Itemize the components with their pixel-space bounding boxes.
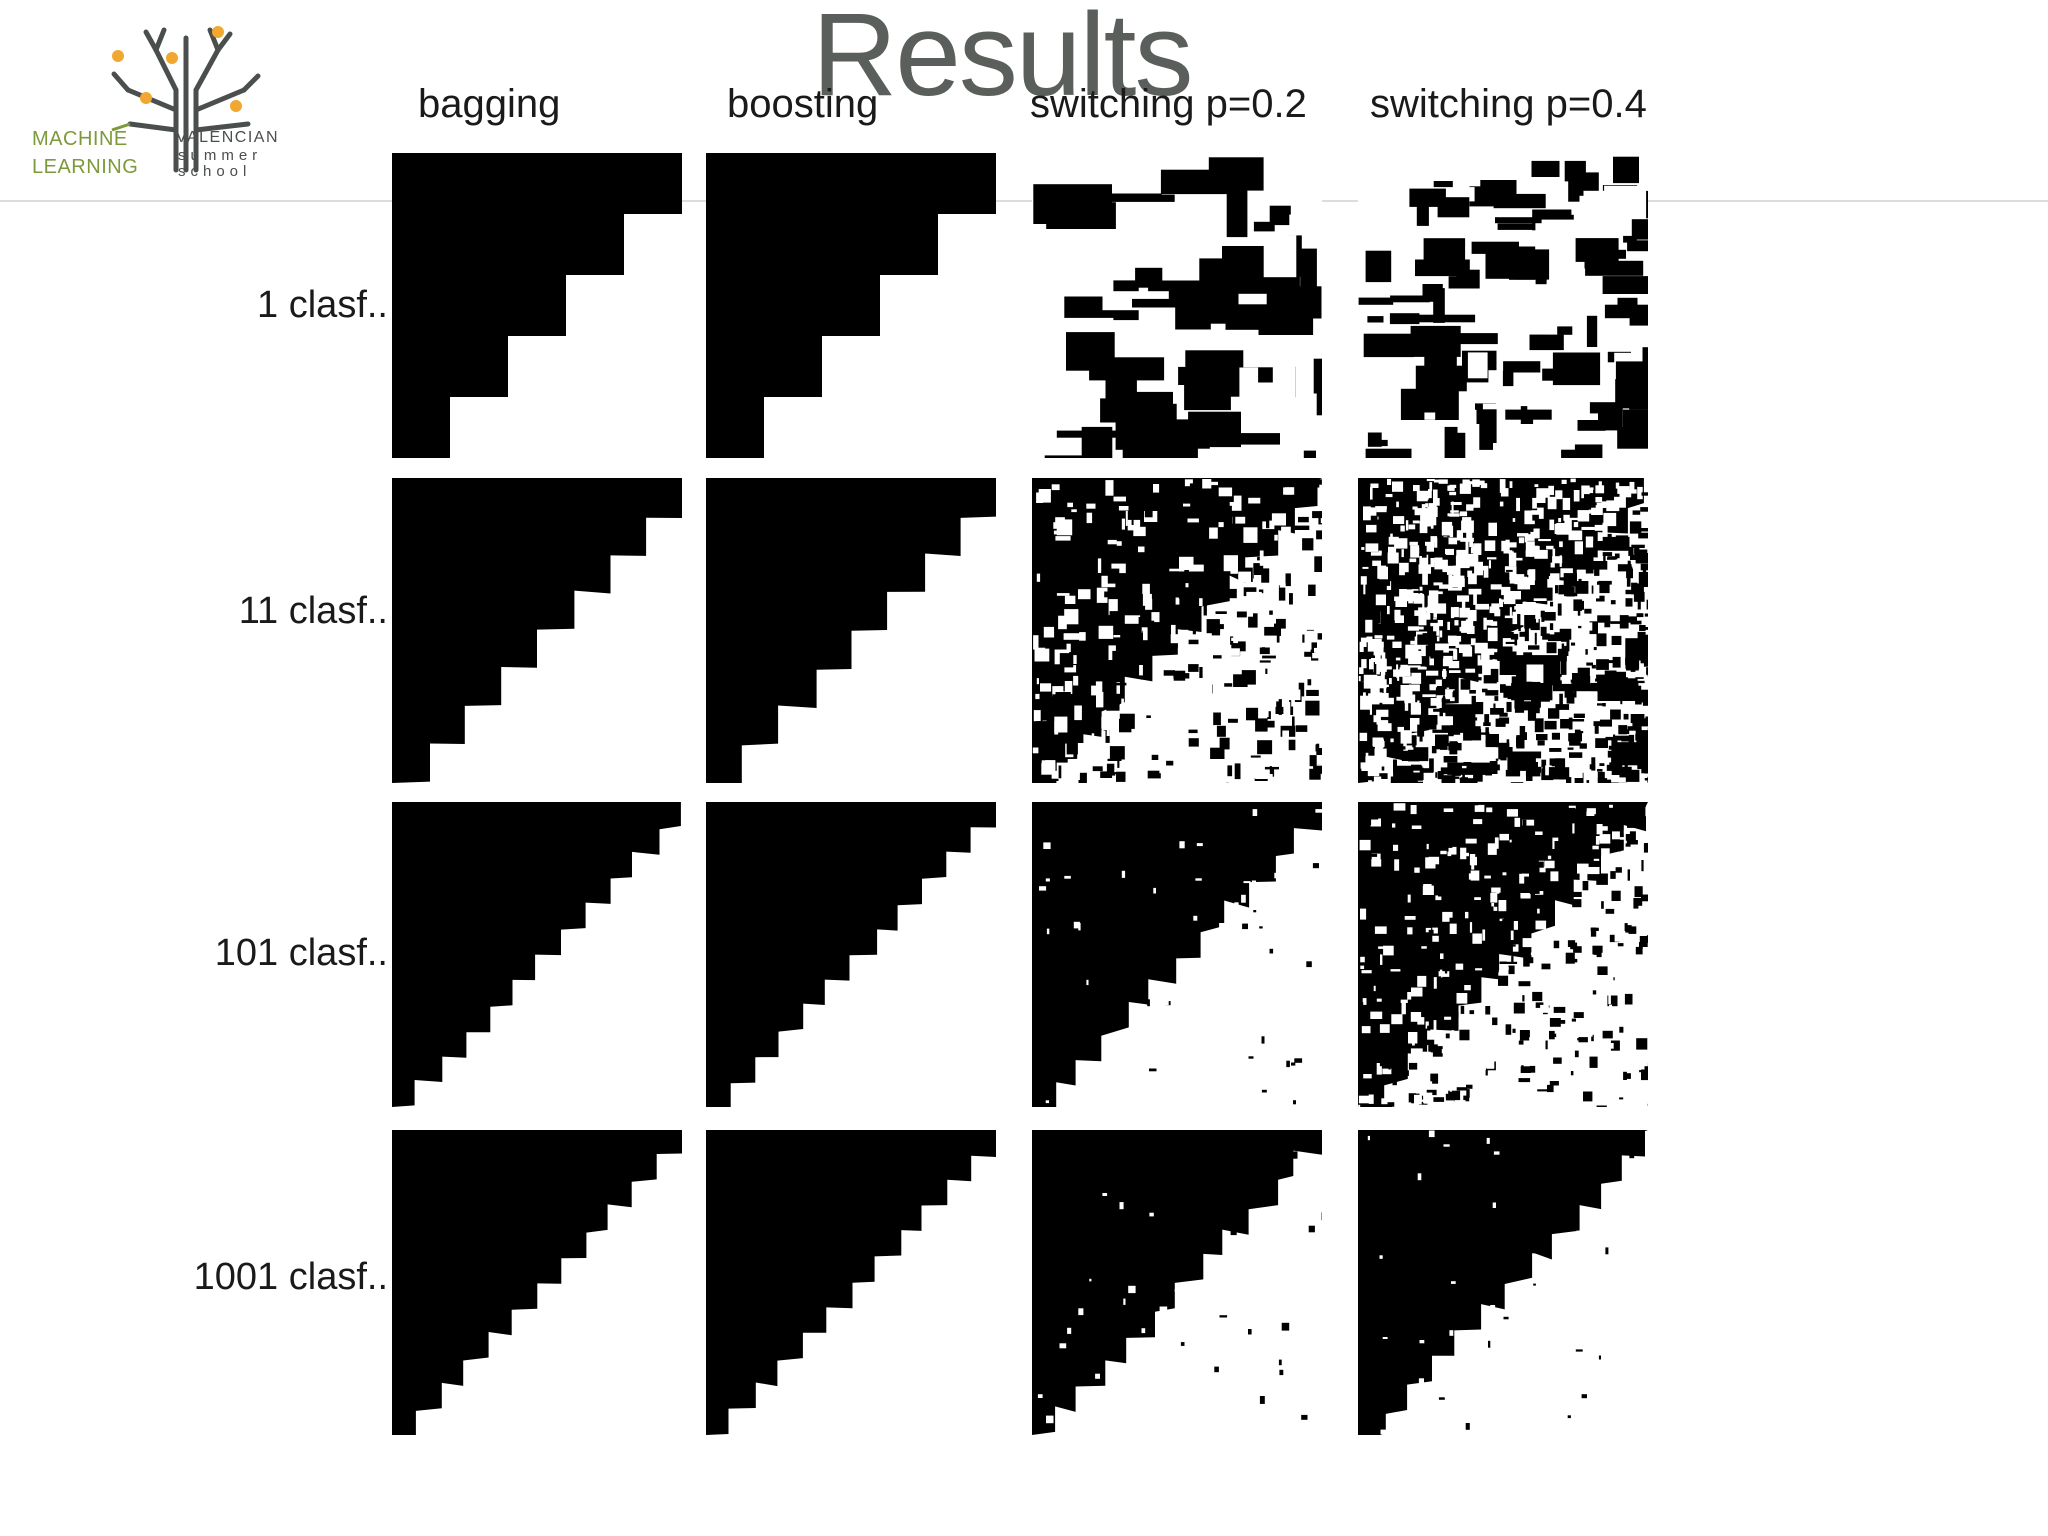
decision-region-image <box>1033 157 1322 458</box>
result-panel-switching-p02-1001 <box>1032 1130 1322 1435</box>
result-panel-boosting-1 <box>706 153 996 458</box>
tree-logo-icon <box>111 26 261 173</box>
result-panel-switching-p04-101 <box>1358 802 1648 1107</box>
row-label-1001-classifiers: 1001 clasf.. <box>193 1256 388 1298</box>
result-panel-boosting-1001 <box>706 1130 996 1435</box>
result-panel-switching-p04-11 <box>1358 478 1648 783</box>
header-divider <box>0 200 2048 202</box>
logo-text-summer: summer <box>178 147 263 164</box>
decision-region-image <box>1358 478 1648 783</box>
column-header-bagging: bagging <box>418 82 561 126</box>
result-panel-switching-p02-101 <box>1032 802 1322 1107</box>
result-panel-switching-p04-1 <box>1358 153 1648 458</box>
result-panel-bagging-1001 <box>392 1130 682 1435</box>
row-label-101-classifiers: 101 clasf.. <box>214 932 388 974</box>
decision-region-image <box>706 153 996 458</box>
column-header-switching-p04: switching p=0.4 <box>1370 82 1647 126</box>
decision-region-image <box>1358 802 1648 1107</box>
logo-text-valencian: VALENCIAN <box>176 129 280 146</box>
column-header-boosting: boosting <box>727 82 879 126</box>
decision-region-image <box>1358 1130 1648 1435</box>
result-panel-boosting-11 <box>706 478 996 783</box>
page-title: Results <box>812 0 1193 121</box>
logo-text-learning: LEARNING <box>32 156 139 178</box>
decision-region-image <box>706 478 996 783</box>
logo: MACHINE LEARNING VALENCIAN summer school <box>28 20 288 190</box>
decision-region-image <box>1032 802 1322 1107</box>
decision-region-image <box>1358 156 1648 458</box>
decision-region-image <box>706 1130 996 1435</box>
decision-region-image <box>1032 1130 1322 1435</box>
logo-text-machine: MACHINE <box>32 128 128 150</box>
decision-region-image <box>392 153 682 458</box>
decision-region-image <box>392 1130 682 1435</box>
result-panel-bagging-101 <box>392 802 682 1107</box>
result-panel-switching-p02-1 <box>1032 153 1322 458</box>
logo-text-school: school <box>178 163 252 180</box>
result-panel-switching-p04-1001 <box>1358 1130 1648 1435</box>
column-header-switching-p02: switching p=0.2 <box>1030 82 1307 126</box>
result-panel-switching-p02-11 <box>1032 478 1322 783</box>
result-panel-boosting-101 <box>706 802 996 1107</box>
row-label-1-classifier: 1 clasf.. <box>257 284 388 326</box>
decision-region-image <box>706 802 996 1107</box>
result-panel-bagging-11 <box>392 478 682 783</box>
result-panel-bagging-1 <box>392 153 682 458</box>
decision-region-image <box>392 478 682 783</box>
decision-region-image <box>392 802 682 1107</box>
decision-region-image <box>1032 478 1322 783</box>
row-label-11-classifiers: 11 clasf.. <box>238 590 388 632</box>
